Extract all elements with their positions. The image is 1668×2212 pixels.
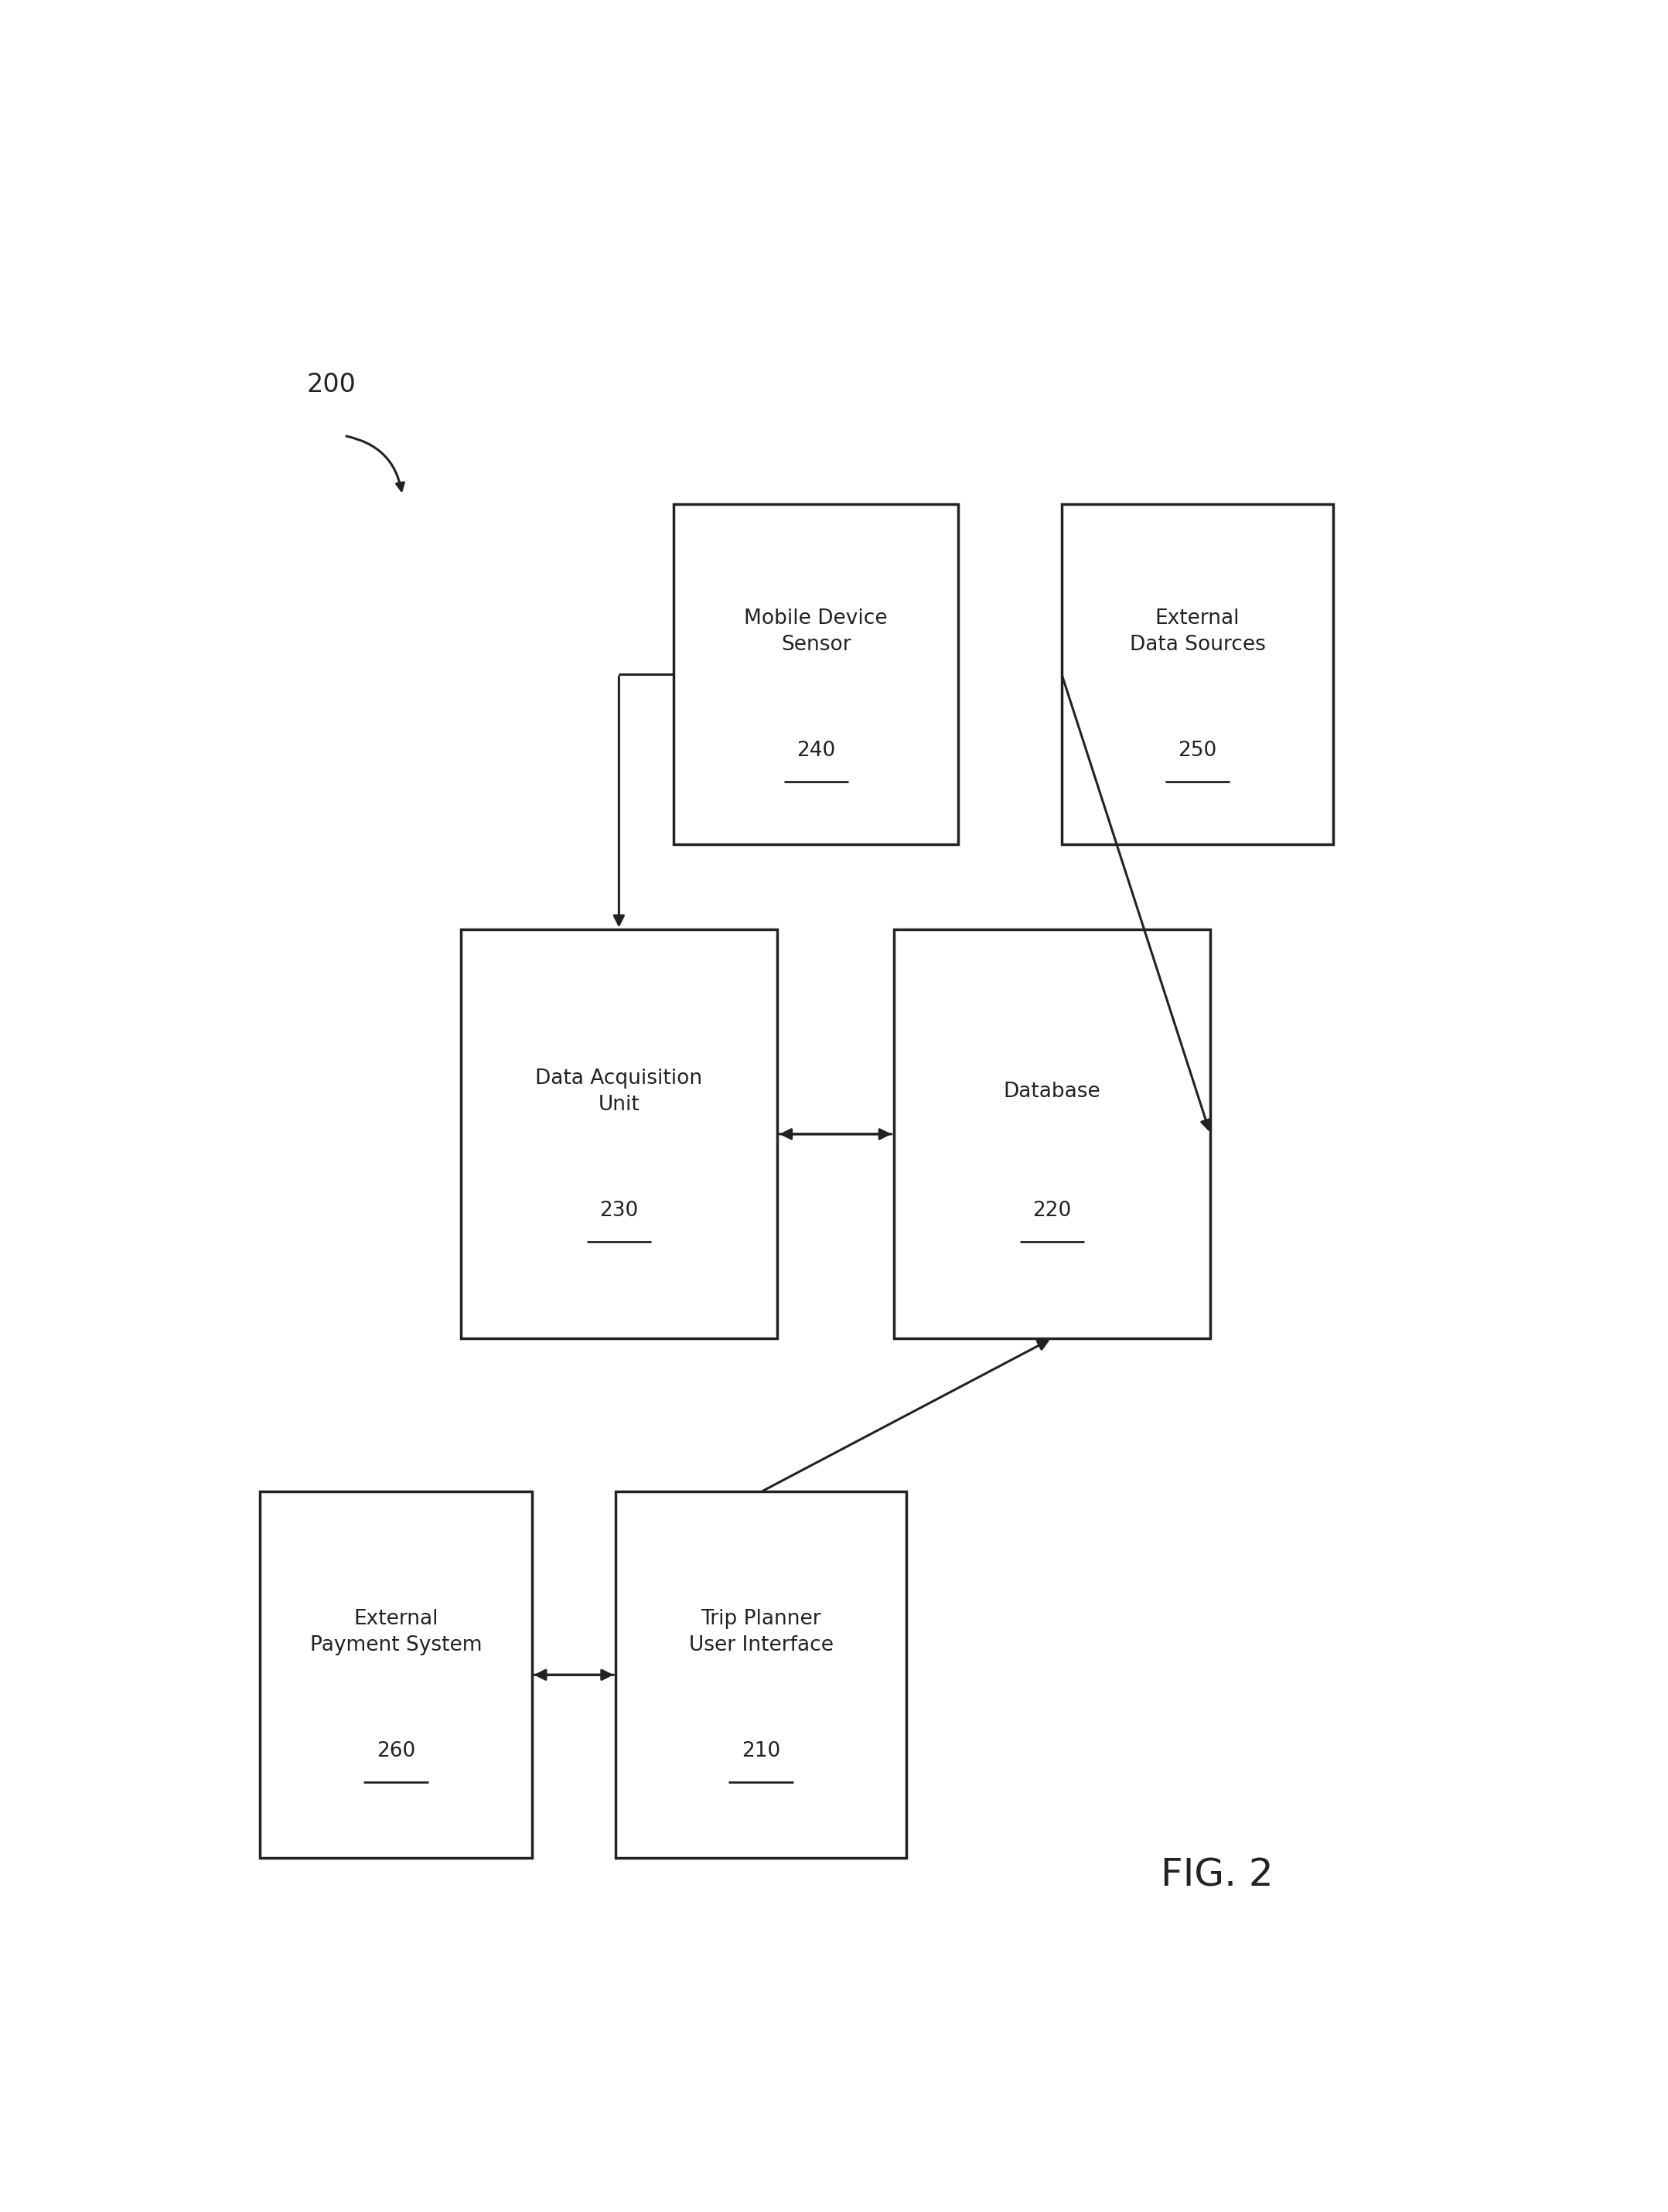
Text: Database: Database [1004, 1082, 1101, 1102]
Text: FIG. 2: FIG. 2 [1161, 1856, 1273, 1893]
Bar [894, 929, 1211, 1338]
Bar [674, 504, 957, 845]
Bar [1061, 504, 1333, 845]
Text: External
Payment System: External Payment System [310, 1608, 482, 1655]
Text: Data Acquisition
Unit: Data Acquisition Unit [535, 1068, 702, 1115]
Bar [260, 1491, 532, 1858]
Bar [460, 929, 777, 1338]
Text: 240: 240 [797, 741, 836, 761]
Text: 220: 220 [1032, 1201, 1071, 1221]
Text: 210: 210 [742, 1741, 781, 1761]
Text: 230: 230 [599, 1201, 639, 1221]
Text: External
Data Sources: External Data Sources [1129, 608, 1266, 655]
Text: 260: 260 [377, 1741, 415, 1761]
Text: 250: 250 [1178, 741, 1218, 761]
Bar [615, 1491, 907, 1858]
Text: 200: 200 [307, 372, 355, 398]
Text: Mobile Device
Sensor: Mobile Device Sensor [744, 608, 887, 655]
Text: Trip Planner
User Interface: Trip Planner User Interface [689, 1608, 834, 1655]
